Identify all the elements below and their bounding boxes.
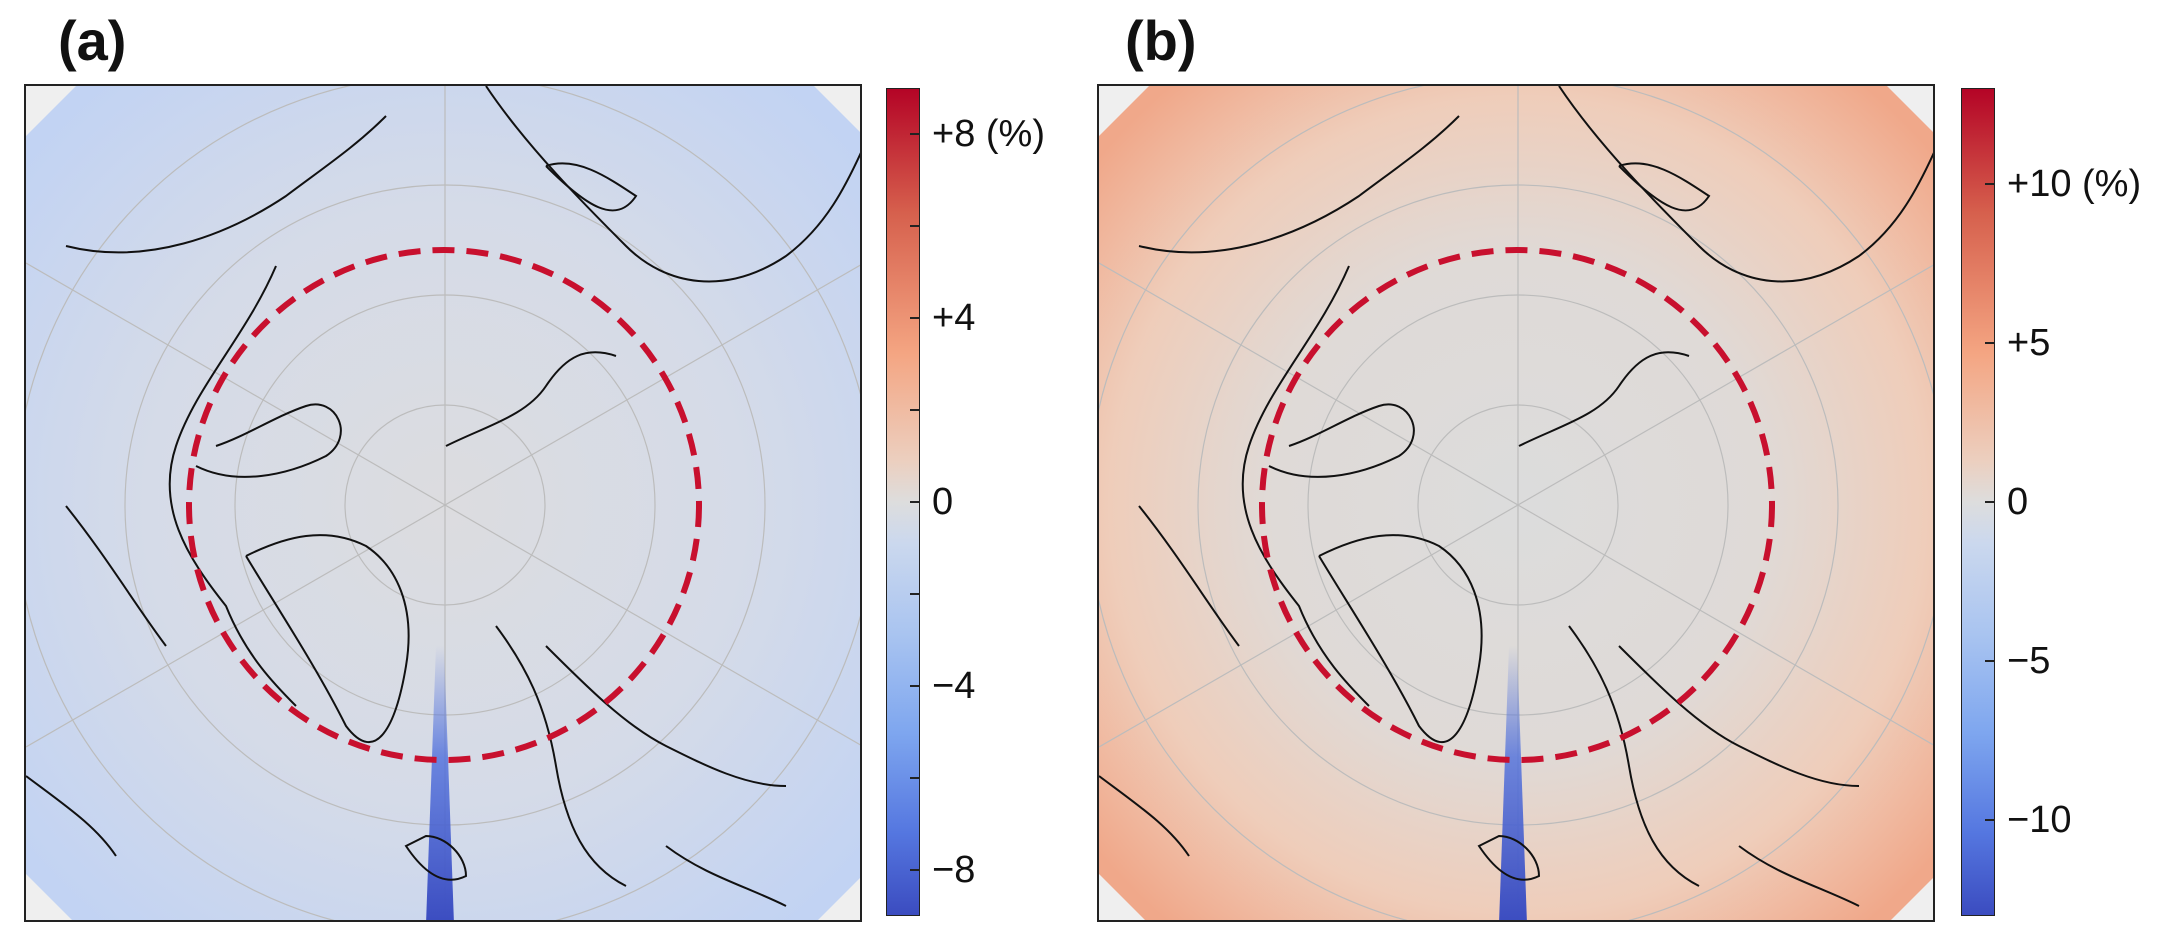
coastlines-b xyxy=(1099,86,1933,907)
meridian-streak-a xyxy=(426,646,454,920)
colorbar-tick xyxy=(1985,501,1995,503)
polar-map-a xyxy=(26,86,860,920)
colorbar-tick xyxy=(910,501,920,503)
map-panel-b xyxy=(1097,84,1935,922)
polar-map-b xyxy=(1099,86,1933,920)
colorbar-tick-label: +5 xyxy=(2007,321,2051,364)
panel-label-a: (a) xyxy=(58,9,127,72)
colorbar-tick xyxy=(1985,341,1995,344)
colorbar-tick xyxy=(910,317,920,319)
data-field-a xyxy=(26,86,860,920)
map-panel-a xyxy=(24,84,862,922)
coastlines-a xyxy=(26,86,860,907)
colorbar-tick xyxy=(1985,660,1995,663)
colorbar-tick-label: +8 (%) xyxy=(932,113,1045,155)
colorbar-tick-label: 0 xyxy=(932,481,954,523)
colorbar-tick xyxy=(910,869,920,871)
colorbar-tick xyxy=(910,777,920,779)
arctic-circle-a xyxy=(186,247,702,763)
meridian-streak-b xyxy=(1499,646,1527,920)
colorbar-tick-label: +10 (%) xyxy=(2007,162,2142,205)
colorbar-tick xyxy=(910,593,920,595)
data-field-b xyxy=(1099,86,1933,920)
colorbar-tick-label: +4 xyxy=(932,297,976,339)
panel-label-b: (b) xyxy=(1125,9,1197,72)
colorbar-tick-label: −10 xyxy=(2007,799,2072,842)
colorbar-tick xyxy=(910,225,920,227)
arctic-circle-b xyxy=(1259,247,1775,763)
colorbar-tick xyxy=(910,409,920,411)
colorbar-tick xyxy=(910,685,920,687)
colorbar-tick-label: −8 xyxy=(932,849,976,891)
colorbar-tick-label: −4 xyxy=(932,665,976,707)
colorbar-tick-label: 0 xyxy=(2007,481,2029,523)
colorbar-tick xyxy=(910,133,920,135)
colorbar-tick xyxy=(1985,182,1995,185)
colorbar-tick xyxy=(1985,819,1995,822)
colorbar-tick-label: −5 xyxy=(2007,640,2051,683)
